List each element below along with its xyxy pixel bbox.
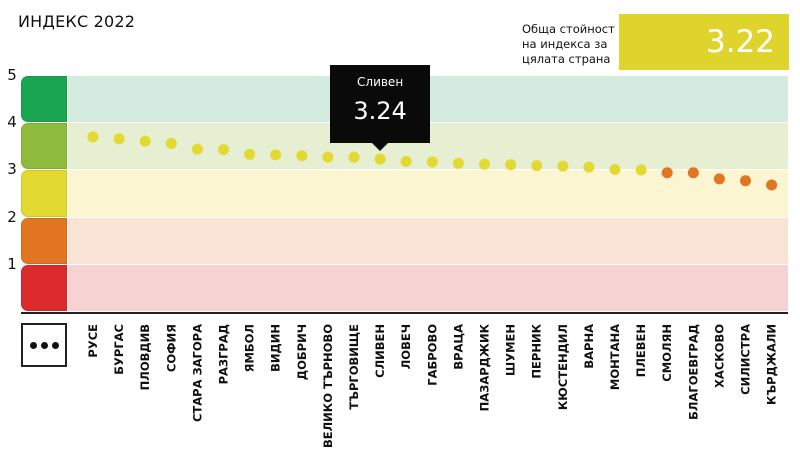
x-axis-baseline — [21, 312, 788, 314]
data-point[interactable] — [583, 161, 595, 173]
x-tick-label: МОНТАНА — [608, 324, 622, 390]
x-tick-label: СМОЛЯН — [660, 324, 674, 382]
data-point[interactable] — [505, 159, 517, 171]
x-tick-label: СЛИВЕН — [373, 324, 387, 378]
x-tick-label: СОФИЯ — [164, 324, 178, 372]
data-point[interactable] — [426, 156, 438, 168]
data-point[interactable] — [766, 179, 778, 191]
x-tick-label: ВЕЛИКО ТЪРНОВО — [321, 324, 335, 448]
band-2 — [68, 217, 788, 264]
data-point[interactable] — [244, 148, 256, 160]
overall-index-label: Обща стойност на индекса за цялата стран… — [522, 22, 615, 66]
data-point[interactable] — [270, 149, 282, 161]
level-swatch-3 — [21, 170, 67, 217]
x-tick-label: БЛАГОЕВГРАД — [686, 324, 700, 420]
x-tick-label: БУРГАС — [112, 324, 126, 375]
x-tick-label: ХАСКОВО — [712, 324, 726, 388]
more-dots-icon — [51, 341, 59, 349]
data-point[interactable] — [687, 167, 699, 179]
level-swatch-5 — [21, 76, 67, 123]
x-tick-label: ГАБРОВО — [425, 324, 439, 386]
x-tick-label: ЯМБОЛ — [243, 324, 257, 372]
y-tick-label: 1 — [7, 254, 17, 273]
more-dots-icon — [29, 341, 37, 349]
data-point[interactable] — [139, 135, 151, 147]
value-tooltip: Сливен 3.24 — [330, 65, 431, 152]
y-tick-label: 4 — [7, 113, 17, 132]
x-tick-label: ПЕРНИК — [530, 323, 544, 378]
x-tick-label: ШУМЕН — [504, 324, 518, 376]
x-tick-label: РУСЕ — [86, 324, 100, 358]
chart-title: ИНДЕКС 2022 — [18, 12, 136, 31]
y-tick-label: 2 — [7, 207, 17, 226]
band-1 — [68, 264, 788, 311]
data-point[interactable] — [557, 160, 569, 172]
tooltip-name: Сливен — [357, 75, 404, 90]
more-dots-icon — [40, 341, 48, 349]
x-tick-label: СИЛИСТРА — [739, 324, 753, 395]
level-swatch-2 — [21, 217, 67, 264]
data-point[interactable] — [113, 133, 125, 145]
data-point[interactable] — [322, 151, 334, 163]
level-swatch-1 — [21, 264, 67, 311]
data-point[interactable] — [635, 164, 647, 176]
data-point[interactable] — [296, 150, 308, 162]
x-tick-label: КЮСТЕНДИЛ — [556, 324, 570, 410]
data-point[interactable] — [740, 175, 751, 187]
data-point[interactable] — [661, 167, 673, 179]
x-tick-label: ТЪРГОВИЩЕ — [347, 324, 361, 410]
data-point[interactable] — [452, 157, 464, 169]
x-tick-label: ВРАЦА — [451, 324, 465, 370]
data-point[interactable] — [609, 163, 621, 175]
x-tick-label: КЪРДЖАЛИ — [765, 324, 779, 405]
x-tick-label: ВАРНА — [582, 324, 596, 369]
overall-index-value: 3.22 — [619, 14, 789, 70]
tooltip-value: 3.24 — [353, 97, 407, 126]
level-swatch-4 — [21, 123, 67, 170]
y-tick-label: 3 — [7, 160, 17, 179]
x-tick-label: ПЛОВДИВ — [138, 324, 152, 390]
x-tick-label: СТАРА ЗАГОРА — [190, 324, 204, 422]
more-button[interactable] — [21, 323, 67, 367]
data-point[interactable] — [374, 153, 386, 165]
x-tick-label: ПАЗАРДЖИК — [478, 323, 492, 411]
x-tick-label: ДОБРИЧ — [295, 324, 309, 380]
x-tick-label: ПЛЕВЕН — [634, 324, 648, 377]
data-point[interactable] — [400, 155, 412, 167]
x-tick-label: ЛОВЕЧ — [399, 324, 413, 369]
x-tick-label: РАЗГРАД — [217, 324, 231, 384]
data-point[interactable] — [479, 158, 490, 170]
x-tick-label: ВИДИН — [269, 324, 283, 372]
tooltip-arrow — [371, 142, 390, 152]
data-point[interactable] — [87, 131, 99, 143]
data-point[interactable] — [713, 173, 725, 185]
data-point[interactable] — [531, 160, 543, 172]
data-point[interactable] — [218, 144, 229, 156]
data-point[interactable] — [348, 151, 360, 163]
data-point[interactable] — [191, 143, 203, 155]
data-point[interactable] — [165, 137, 177, 149]
y-tick-label: 5 — [7, 66, 17, 84]
